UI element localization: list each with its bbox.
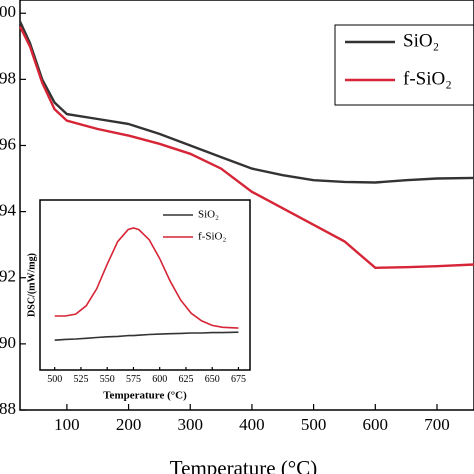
series-line bbox=[18, 20, 474, 184]
x-tick-label: 550 bbox=[100, 374, 115, 385]
y-tick-label: 92 bbox=[0, 267, 16, 286]
x-tick-label: 675 bbox=[231, 374, 246, 385]
legend-label: SiO₂ bbox=[198, 209, 219, 221]
x-tick-label: 200 bbox=[116, 415, 142, 434]
series-line bbox=[54, 331, 239, 341]
x-tick-label: 600 bbox=[363, 415, 389, 434]
x-tick-label: 575 bbox=[126, 374, 141, 385]
legend-box bbox=[334, 24, 474, 106]
series-line bbox=[18, 25, 474, 270]
x-tick-label: 400 bbox=[239, 415, 265, 434]
x-tick-label: 300 bbox=[178, 415, 204, 434]
y-tick-label: 100 bbox=[0, 2, 16, 21]
x-axis-label: Temperature (°C) bbox=[103, 390, 187, 402]
y-tick-label: 94 bbox=[0, 201, 17, 220]
plot-frame bbox=[39, 199, 251, 371]
x-tick-label: 500 bbox=[47, 374, 62, 385]
y-axis-label: DSC/(mW/mg) bbox=[26, 253, 37, 317]
legend-label: f-SiO₂ bbox=[403, 68, 452, 89]
x-tick-label: 600 bbox=[152, 374, 167, 385]
x-tick-label: 525 bbox=[73, 374, 88, 385]
legend-label: SiO₂ bbox=[403, 30, 439, 51]
y-tick-label: 98 bbox=[0, 68, 16, 87]
x-axis-label: Temperature (°C) bbox=[170, 456, 317, 474]
y-tick-label: 90 bbox=[0, 333, 16, 352]
x-tick-label: 700 bbox=[424, 415, 450, 434]
x-tick-label: 100 bbox=[54, 415, 80, 434]
inset-background bbox=[40, 200, 250, 370]
legend-label: f-SiO₂ bbox=[198, 231, 226, 243]
x-tick-label: 650 bbox=[205, 374, 220, 385]
y-tick-label: 88 bbox=[0, 399, 16, 418]
y-tick-label: 96 bbox=[0, 134, 16, 153]
series-line bbox=[54, 227, 239, 329]
x-tick-label: 500 bbox=[301, 415, 327, 434]
x-tick-label: 625 bbox=[178, 374, 193, 385]
plot-frame bbox=[19, 0, 474, 411]
